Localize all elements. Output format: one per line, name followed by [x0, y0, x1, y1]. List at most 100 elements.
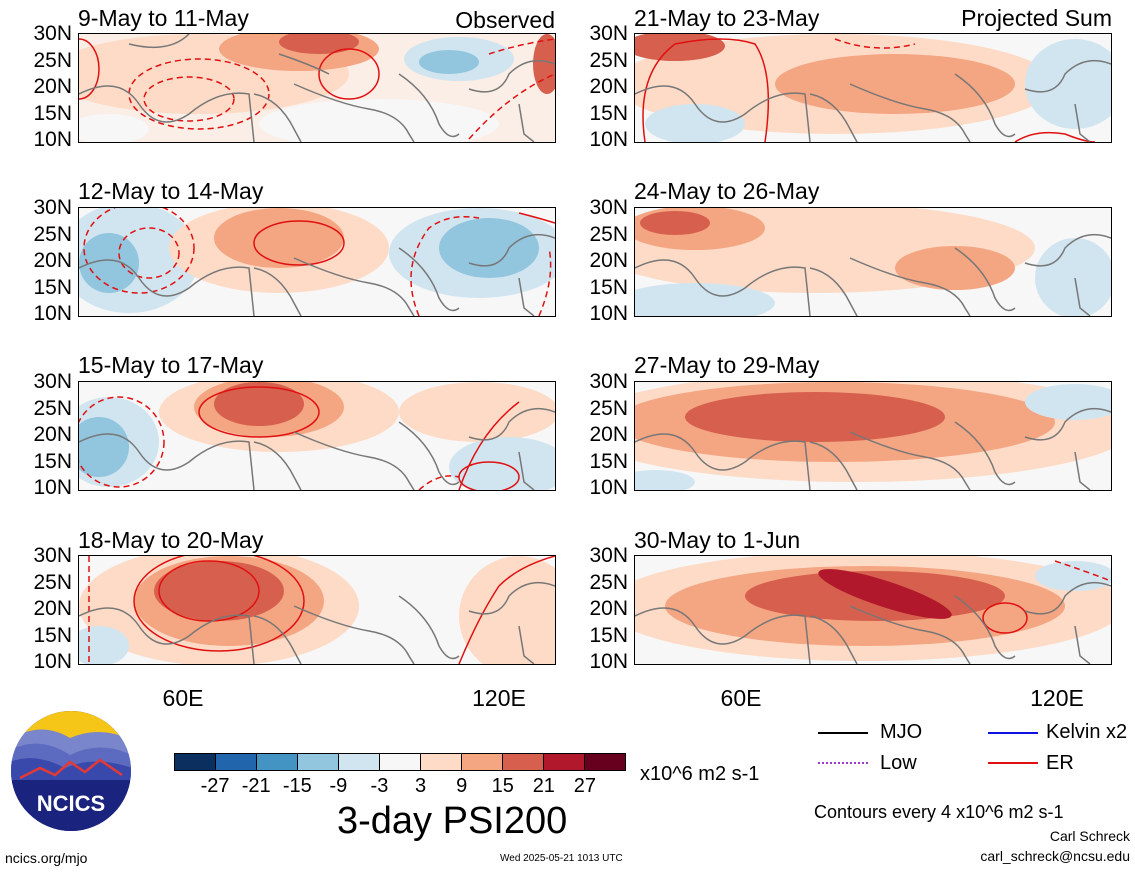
right-row-4-lat-15n: 15N — [589, 623, 628, 647]
left-row-3-lat-15n: 15N — [33, 449, 72, 473]
legend-label-low: Low — [880, 752, 917, 774]
right-row-4-lat-25n: 25N — [589, 570, 628, 594]
right-row-3-lat-30n: 30N — [589, 370, 628, 393]
right-row-1-lat-15n: 15N — [589, 101, 628, 125]
legend-label-mjo: MJO — [880, 721, 923, 743]
left-row-2-lat-10n: 10N — [33, 302, 72, 325]
timestamp: Wed 2025-05-21 1013 UTC — [500, 853, 623, 864]
left-row-3-lat-10n: 10N — [33, 476, 72, 499]
observed-tag: Observed — [455, 7, 555, 33]
colorbar — [174, 753, 626, 773]
legend-line-kelvin — [988, 732, 1038, 734]
left-row-4-lat-20n: 20N — [33, 597, 72, 620]
colorbar-cell — [339, 754, 380, 770]
colorbar-cell — [175, 754, 216, 770]
colorbar-tick-label: 27 — [573, 775, 597, 797]
right-row-1-lat-30n: 30N — [589, 22, 628, 45]
left-row-4-lat-30n: 30N — [33, 544, 72, 567]
left-row-3-lat-30n: 30N — [33, 370, 72, 393]
map-svg-right-2 — [635, 208, 1111, 316]
colorbar-tick-label: 21 — [532, 775, 555, 797]
colorbar-cell — [503, 754, 544, 770]
right-row-1-lat-10n: 10N — [589, 128, 628, 151]
lon-label-120e-left: 120E — [472, 685, 526, 711]
colorbar-cell — [421, 754, 462, 770]
left-row-4-lat-25n: 25N — [33, 570, 72, 594]
ncics-logo-graphic: NCICS — [11, 711, 131, 831]
panel-title-right-4: 30-May to 1-Jun — [634, 527, 801, 553]
colorbar-cell — [380, 754, 421, 770]
colorbar-tick-label: 3 — [414, 775, 427, 797]
panel-title-right-1: 21-May to 23-May — [634, 5, 820, 31]
panel-title-left-2: 12-May to 14-May — [78, 178, 264, 204]
map-panel-right-2 — [634, 207, 1112, 317]
colorbar-title: 3-day PSI200 — [337, 800, 568, 842]
colorbar-tick-label: -15 — [282, 775, 312, 797]
map-panel-right-4 — [634, 555, 1112, 665]
right-row-4-lat-20n: 20N — [589, 597, 628, 620]
left-row-2-lat-30n: 30N — [33, 196, 72, 219]
colorbar-tick-label: 9 — [456, 775, 468, 797]
contours-note: Contours every 4 x10^6 m2 s-1 — [814, 802, 1064, 822]
panel-title-left-4: 18-May to 20-May — [78, 527, 264, 553]
colorbar-cell — [298, 754, 339, 770]
map-svg-right-4 — [635, 556, 1111, 664]
left-row-2-lat-20n: 20N — [33, 249, 72, 272]
map-svg-left-4 — [79, 556, 555, 664]
lon-label-60e-right: 60E — [720, 685, 762, 711]
right-row-3-lat-15n: 15N — [589, 449, 628, 473]
ncics-logo: NCICS — [10, 710, 132, 832]
colorbar-tick-label: -21 — [241, 775, 271, 797]
colorbar-cell — [462, 754, 503, 770]
left-row-3-lat-20n: 20N — [33, 423, 72, 446]
colorbar-cell — [216, 754, 257, 770]
map-svg-left-3 — [79, 382, 555, 490]
colorbar-tick-label: -3 — [370, 775, 389, 797]
map-svg-right-3 — [635, 382, 1111, 490]
colorbar-cell — [544, 754, 585, 770]
left-row-1-lat-10n: 10N — [33, 128, 72, 151]
legend-line-mjo — [818, 732, 868, 734]
left-row-4-lat-10n: 10N — [33, 650, 72, 673]
left-row-3-lat-25n: 25N — [33, 396, 72, 420]
right-row-4-lat-30n: 30N — [589, 544, 628, 567]
left-row-4-lat-15n: 15N — [33, 623, 72, 647]
panel-title-left-1: 9-May to 11-May — [78, 5, 249, 31]
right-row-2-lat-15n: 15N — [589, 275, 628, 299]
right-row-3-lat-20n: 20N — [589, 423, 628, 446]
map-panel-right-1 — [634, 33, 1112, 143]
colorbar-tick-label: -9 — [329, 775, 348, 797]
left-row-1-lat-15n: 15N — [33, 101, 72, 125]
left-row-2-lat-25n: 25N — [33, 222, 72, 246]
panel-title-right-2: 24-May to 26-May — [634, 178, 820, 204]
colorbar-units: x10^6 m2 s-1 — [640, 763, 760, 785]
left-row-1-lat-20n: 20N — [33, 75, 72, 98]
colorbar-cell — [585, 754, 625, 770]
right-row-1-lat-25n: 25N — [589, 48, 628, 72]
panel-title-right-3: 27-May to 29-May — [634, 352, 820, 378]
map-svg-left-2 — [79, 208, 555, 316]
map-panel-left-2 — [78, 207, 556, 317]
colorbar-cells — [174, 753, 626, 771]
author-email: carl_schreck@ncsu.edu — [980, 848, 1130, 864]
projected-sum-tag: Projected Sum — [961, 5, 1112, 31]
right-row-3-lat-25n: 25N — [589, 396, 628, 420]
right-row-2-lat-30n: 30N — [589, 196, 628, 219]
map-panel-right-3 — [634, 381, 1112, 491]
right-row-2-lat-25n: 25N — [589, 222, 628, 246]
right-row-1-lat-20n: 20N — [589, 75, 628, 98]
lon-label-120e-right: 120E — [1030, 685, 1084, 711]
site-link[interactable]: ncics.org/mjo — [5, 850, 88, 866]
map-svg-left-1 — [79, 34, 555, 142]
lon-label-60e-left: 60E — [162, 685, 204, 711]
colorbar-tick-label: 15 — [491, 775, 514, 797]
map-panel-left-1 — [78, 33, 556, 143]
right-row-4-lat-10n: 10N — [589, 650, 628, 673]
map-svg-right-1 — [635, 34, 1111, 142]
right-row-3-lat-10n: 10N — [589, 476, 628, 499]
legend-line-er — [988, 762, 1038, 764]
ncics-logo-text: NCICS — [37, 791, 105, 816]
panel-title-left-3: 15-May to 17-May — [78, 352, 264, 378]
colorbar-cell — [257, 754, 298, 770]
colorbar-tick-label: -27 — [200, 775, 230, 797]
